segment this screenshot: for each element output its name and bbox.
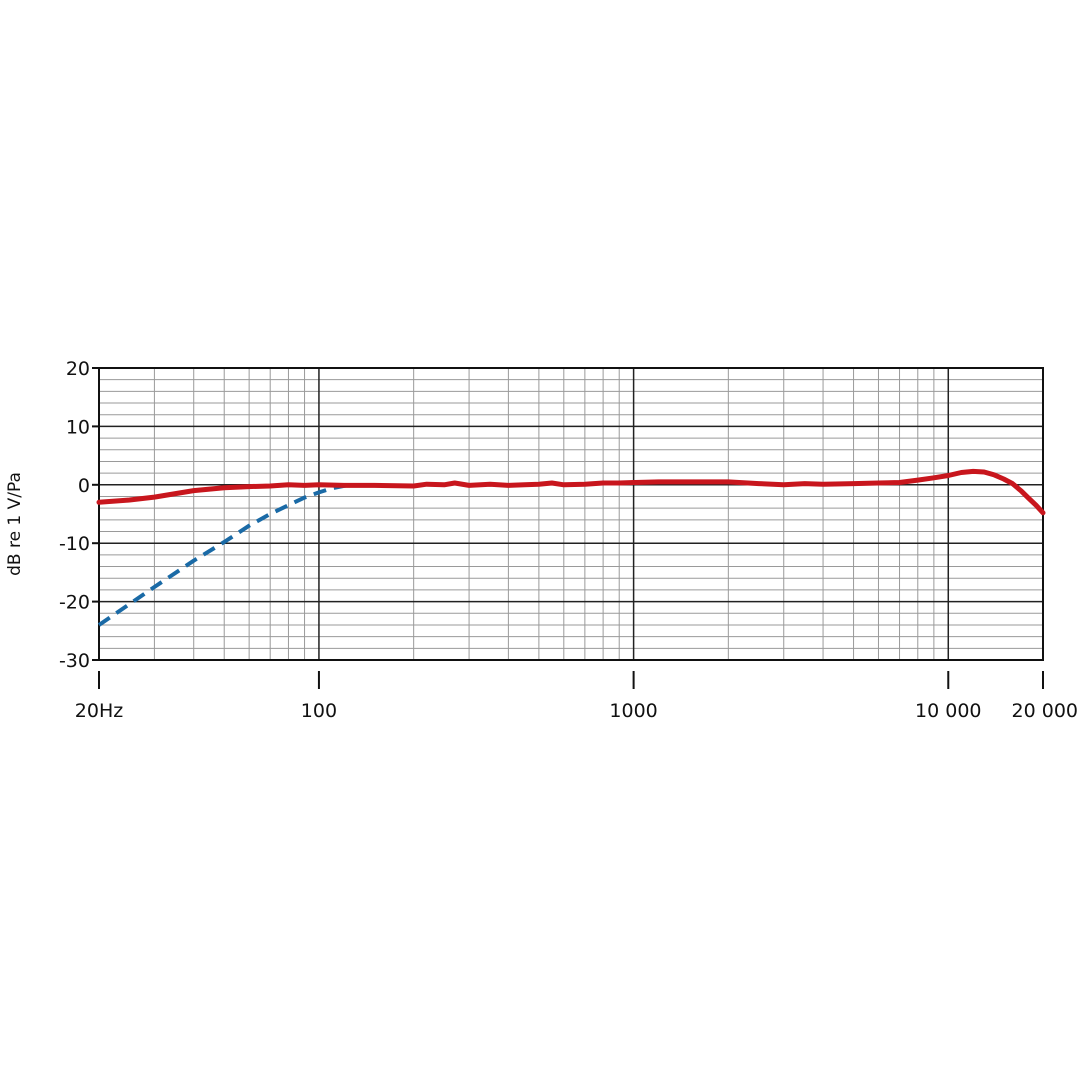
- y-tick-label: -10: [59, 533, 90, 555]
- y-tick-label: -30: [59, 650, 90, 672]
- series-line-solid: [96, 468, 1046, 516]
- major-gridlines: [99, 368, 1043, 660]
- x-tick-label: 1000: [609, 700, 657, 722]
- minor-gridlines: [99, 368, 1043, 660]
- x-tick-label: 10 000: [915, 700, 981, 722]
- x-tick-label: 100: [301, 700, 337, 722]
- x-ticks: 20Hz 100 1000 10 000 20 000: [75, 671, 1078, 722]
- series-layer: [96, 468, 1046, 627]
- y-tick-label: 0: [78, 475, 90, 497]
- series-line-dashed: [97, 482, 350, 627]
- y-tick-label: -20: [59, 592, 90, 614]
- y-axis-title: dB re 1 V/Pa: [5, 472, 25, 576]
- y-tick-labels: 20 10 0 -10 -20 -30: [59, 358, 99, 672]
- y-tick-label: 20: [66, 358, 90, 380]
- x-tick-label: 20Hz: [75, 700, 123, 722]
- y-tick-label: 10: [66, 416, 90, 438]
- x-tick-label: 20 000: [1012, 700, 1078, 722]
- plot-frame: [98, 367, 1044, 661]
